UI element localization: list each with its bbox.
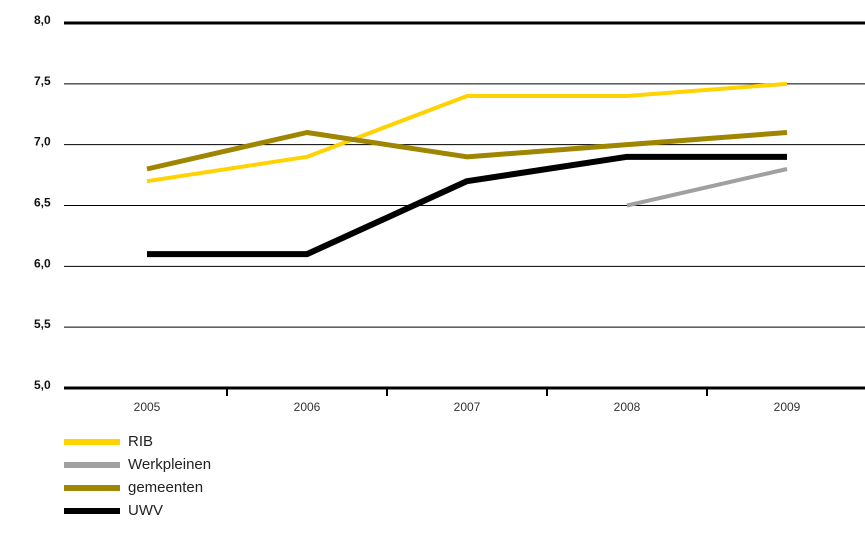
legend-swatch-uwv [64, 507, 120, 514]
x-tick-label-2006: 2006 [294, 400, 321, 414]
legend-label-werkpleinen: Werkpleinen [128, 456, 212, 473]
legend-item-uwv: UWV [64, 499, 211, 522]
series-line-uwv [147, 153, 787, 258]
legend-item-gemeenten: gemeenten [64, 476, 211, 499]
x-tick-label-2009: 2009 [774, 400, 801, 414]
y-tick-label-6-5: 6,5 [34, 196, 51, 210]
legend-swatch-rib [64, 438, 120, 445]
x-axis: 2005 2006 2007 2008 2009 [134, 388, 801, 414]
gridlines [64, 21, 865, 390]
series-line-werkpleinen [626, 167, 788, 208]
x-tick-label-2008: 2008 [614, 400, 641, 414]
y-tick-label-6-0: 6,0 [34, 256, 51, 270]
series-line-rib [146, 81, 788, 184]
series-line-gemeenten [146, 130, 788, 172]
y-axis-ticks: 5,0 5,5 6,0 6,5 7,0 7,5 8,0 [34, 13, 51, 392]
legend: RIB Werkpleinen gemeenten UWV [64, 430, 211, 522]
y-tick-label-5-0: 5,0 [34, 378, 51, 392]
legend-label-uwv: UWV [128, 502, 163, 519]
legend-swatch-gemeenten [64, 484, 120, 491]
y-tick-label-8-0: 8,0 [34, 13, 51, 27]
y-tick-label-7-5: 7,5 [34, 74, 51, 88]
y-tick-label-7-0: 7,0 [34, 135, 51, 149]
x-tick-label-2007: 2007 [454, 400, 481, 414]
legend-label-gemeenten: gemeenten [128, 479, 204, 496]
legend-swatch-werkpleinen [64, 461, 120, 468]
line-chart: 5,05,56,06,57,07,58,0 2005 2006 2007 2008 20… [34, 13, 865, 414]
series-lines [146, 81, 788, 258]
legend-item-werkpleinen: Werkpleinen [64, 453, 211, 476]
legend-item-rib: RIB [64, 430, 211, 453]
legend-label-rib: RIB [128, 433, 154, 450]
y-tick-label-5-5: 5,5 [34, 317, 51, 331]
x-tick-label-2005: 2005 [134, 400, 161, 414]
